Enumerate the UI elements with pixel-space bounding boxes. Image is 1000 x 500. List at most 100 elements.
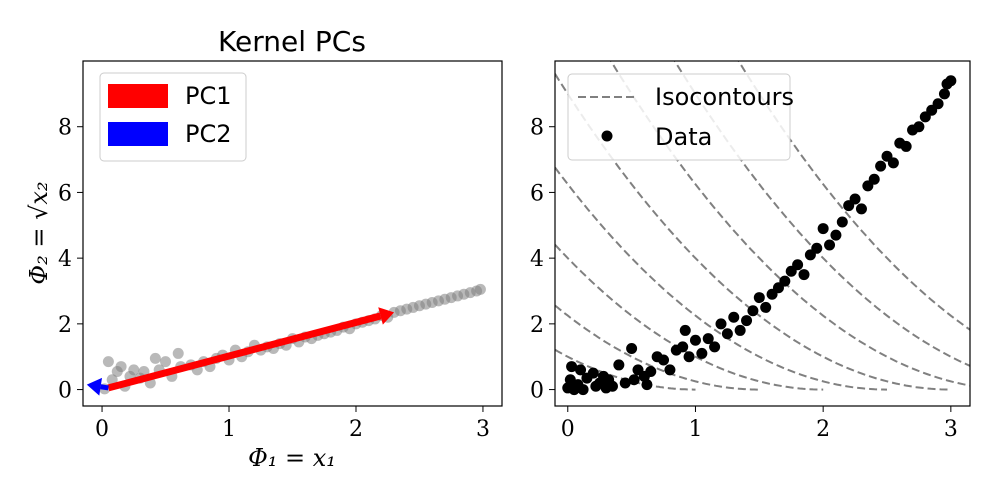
data-point [106, 374, 118, 386]
data-point [938, 88, 950, 100]
right-legend: Isocontours Data [567, 73, 794, 161]
right-x-tick-label: 2 [816, 417, 830, 442]
left-x-tick-label: 1 [222, 417, 236, 442]
data-point [102, 356, 114, 368]
legend-label-isocontours: Isocontours [655, 83, 794, 111]
legend-swatch-pc1 [108, 84, 168, 108]
data-point [645, 366, 657, 377]
data-point [689, 334, 701, 346]
data-point [913, 121, 925, 133]
isocontour-line [555, 304, 760, 391]
data-point [641, 379, 653, 391]
isocontour-line [737, 61, 970, 331]
data-point [760, 301, 772, 313]
left-plot-area [86, 283, 486, 396]
data-point [658, 354, 670, 366]
data-point [683, 351, 695, 363]
data-point [868, 173, 880, 185]
data-point [160, 356, 172, 368]
left-y-tick-label: 2 [58, 313, 72, 338]
left-x-tick-label: 2 [349, 417, 363, 442]
data-point [172, 347, 184, 359]
data-point [149, 352, 161, 364]
data-point [728, 311, 740, 323]
isocontour-line [555, 73, 951, 391]
right-y-tick-label: 8 [530, 116, 544, 141]
data-point [115, 361, 127, 373]
left-y-tick-label: 8 [58, 116, 72, 141]
left-legend: PC1 PC2 [99, 72, 247, 162]
data-point [798, 269, 810, 281]
legend-swatch-data [601, 130, 613, 142]
data-point [679, 324, 691, 336]
data-point [900, 140, 912, 152]
data-point [577, 384, 589, 396]
data-point [945, 75, 957, 87]
data-point [566, 361, 578, 373]
right-y-tick-label: 4 [530, 247, 544, 272]
data-point [677, 341, 689, 353]
left-x-tick-label: 3 [476, 417, 490, 442]
legend-label-data: Data [655, 123, 712, 151]
right-x-tick-label: 0 [561, 417, 575, 442]
data-point [875, 160, 887, 172]
left-y-tick-label: 0 [58, 379, 72, 404]
data-point [836, 216, 848, 228]
right-x-tick-label: 1 [688, 417, 702, 442]
legend-label-pc1: PC1 [185, 82, 232, 110]
legend-swatch-pc2 [108, 122, 168, 146]
right-y-tick-label: 2 [530, 313, 544, 338]
data-point [696, 347, 708, 359]
data-point [811, 242, 823, 254]
data-point [792, 259, 804, 271]
data-point [619, 377, 631, 389]
data-point [628, 374, 640, 386]
data-point [626, 343, 638, 354]
data-point [747, 305, 759, 317]
data-point [715, 318, 727, 330]
pc1-arrow-head [378, 307, 395, 325]
left-y-tick-label: 4 [58, 247, 72, 272]
right-y-tick-label: 0 [530, 379, 544, 404]
data-point [575, 364, 587, 376]
right-chart: 0 1 2 3 0 2 4 6 8 Isocontours Data [530, 60, 971, 442]
data-point [664, 364, 676, 376]
data-point [779, 275, 791, 287]
left-chart: Kernel PCs 0 1 2 3 0 2 4 6 8 Φ₁ = x₁ Φ₂ = √x₂ PC… [25, 25, 503, 472]
pc2-arrow-shaft [100, 384, 109, 391]
left-axes-frame [82, 60, 503, 407]
left-y-axis-label: Φ₂ = √x₂ [25, 181, 53, 284]
data-point [932, 98, 944, 110]
right-x-tick-label: 3 [944, 417, 958, 442]
isocontour-line [555, 166, 888, 391]
data-point [824, 239, 836, 251]
data-point [128, 364, 140, 376]
left-ticks: 0 1 2 3 0 2 4 6 8 [58, 116, 490, 442]
data-point [849, 193, 861, 205]
left-x-axis-label: Φ₁ = x₁ [248, 444, 336, 472]
left-chart-title: Kernel PCs [218, 25, 366, 58]
data-point [817, 223, 829, 235]
data-point [709, 341, 721, 353]
data-point [721, 328, 733, 340]
right-ticks: 0 1 2 3 0 2 4 6 8 [530, 116, 958, 442]
data-point [855, 203, 867, 215]
data-point [702, 333, 714, 345]
legend-label-pc2: PC2 [185, 120, 232, 148]
data-point [741, 315, 753, 327]
data-point [887, 157, 899, 169]
data-point [613, 359, 625, 371]
left-y-tick-label: 6 [58, 181, 72, 206]
right-axes-frame [554, 60, 971, 407]
data-point [753, 292, 765, 304]
left-x-tick-label: 0 [95, 417, 109, 442]
data-point [606, 380, 618, 392]
right-legend-box [567, 73, 791, 161]
data-point [474, 283, 486, 295]
data-point [587, 367, 599, 379]
pc2-arrow-head [86, 377, 103, 396]
data-point [830, 229, 842, 241]
pc1-arrow-shaft [107, 312, 382, 392]
data-point [734, 324, 746, 336]
